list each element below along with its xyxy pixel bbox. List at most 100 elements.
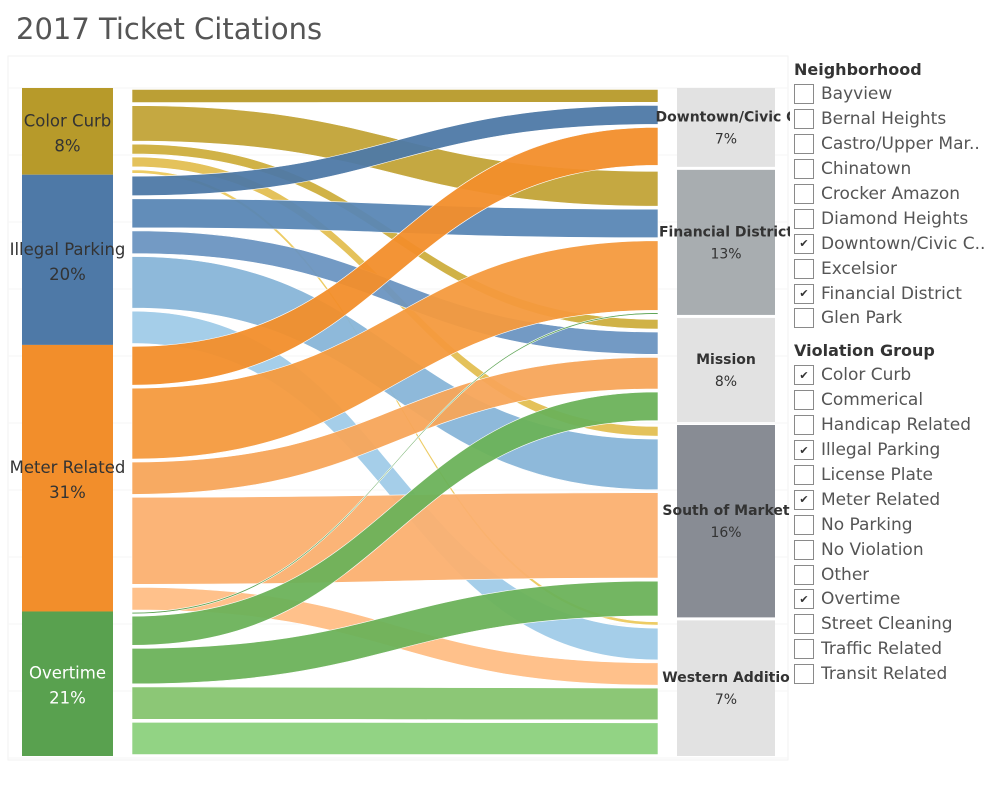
checkbox[interactable]	[794, 258, 814, 279]
source-node-overtime	[22, 611, 113, 756]
filter-item-label: No Parking	[821, 514, 913, 535]
target-node-mission	[677, 317, 775, 422]
checkbox[interactable]	[794, 159, 814, 180]
source-node-percent: 21%	[49, 689, 86, 708]
source-node-color-curb	[22, 88, 113, 175]
source-node-label: Color Curb	[24, 111, 112, 130]
checkbox[interactable]	[794, 514, 814, 535]
filter-item-overtime[interactable]: ✔ Overtime	[794, 587, 994, 612]
flow-illegal-parking-to-financial-district	[131, 198, 659, 239]
checkbox[interactable]	[794, 390, 814, 411]
checkbox[interactable]: ✔	[794, 489, 814, 510]
filter-item-bayview[interactable]: Bayview	[794, 82, 994, 107]
filter-item-label: Street Cleaning	[821, 614, 953, 635]
filter-item-castro-upper-mar[interactable]: Castro/Upper Mar..	[794, 132, 994, 157]
filter-item-bernal-heights[interactable]: Bernal Heights	[794, 107, 994, 132]
filter-item-label: Commerical	[821, 390, 924, 411]
filter-item-label: Diamond Heights	[821, 208, 969, 229]
filter-item-label: Transit Related	[821, 664, 948, 685]
violation-group-filter-list: ✔ Color Curb Commerical Handicap Related ✔ Il…	[794, 363, 994, 687]
checkbox[interactable]	[794, 184, 814, 204]
checkbox[interactable]	[794, 208, 814, 229]
target-node-percent: 16%	[710, 525, 741, 541]
filter-item-color-curb[interactable]: ✔ Color Curb	[794, 363, 994, 388]
flow-color-curb-to-downtown-civic-center	[131, 89, 659, 103]
checkbox[interactable]	[794, 308, 814, 329]
filter-item-street-cleaning[interactable]: Street Cleaning	[794, 612, 994, 637]
filter-item-traffic-related[interactable]: Traffic Related	[794, 637, 994, 662]
checkbox[interactable]: ✔	[794, 589, 814, 610]
flow-overtime-to-financial-district	[131, 312, 659, 615]
target-node-percent: 7%	[715, 131, 737, 147]
target-node-western-addition	[677, 620, 775, 756]
filter-item-label: Crocker Amazon	[821, 184, 961, 204]
chart-title: 2017 Ticket Citations	[16, 12, 323, 46]
filter-item-license-plate[interactable]: License Plate	[794, 463, 994, 488]
filter-item-label: Castro/Upper Mar..	[821, 134, 980, 155]
flow-meter-related-to-financial-district	[131, 240, 659, 460]
target-node-downtown-civic-center	[677, 88, 775, 167]
checkbox[interactable]	[794, 465, 814, 485]
source-node-percent: 20%	[49, 265, 86, 284]
filter-item-diamond-heights[interactable]: Diamond Heights	[794, 206, 994, 231]
violation-group-filter: Violation Group ✔ Color Curb Commerical Han…	[794, 339, 994, 687]
flow-overtime-to-south-of-market	[131, 580, 659, 685]
checkbox[interactable]	[794, 564, 814, 585]
flow-illegal-parking-to-downtown-civic-center	[131, 104, 659, 196]
filter-item-handicap-related[interactable]: Handicap Related	[794, 413, 994, 438]
filter-item-label: Chinatown	[821, 159, 912, 180]
filter-item-no-violation[interactable]: No Violation	[794, 537, 994, 562]
checkbox[interactable]	[794, 639, 814, 660]
flow-links	[131, 89, 659, 755]
source-node-label: Meter Related	[10, 458, 126, 477]
target-node-south-of-market	[677, 425, 775, 618]
target-node-label: Downtown/Civic C	[656, 109, 790, 125]
filter-item-label: Other	[821, 564, 870, 585]
target-node-label: Financial District	[659, 224, 790, 240]
neighborhood-filter: Neighborhood Bayview Bernal Heights Castro…	[794, 58, 994, 331]
checkmark-icon: ✔	[799, 237, 809, 251]
filter-item-excelsior[interactable]: Excelsior	[794, 256, 994, 281]
checkbox[interactable]	[794, 134, 814, 155]
source-node-percent: 31%	[49, 483, 86, 502]
checkbox[interactable]	[794, 84, 814, 105]
filter-item-downtown-civic-c[interactable]: ✔ Downtown/Civic C..	[794, 231, 994, 256]
target-node-percent: 13%	[710, 246, 741, 262]
filter-item-glen-park[interactable]: Glen Park	[794, 306, 994, 331]
filter-item-financial-district[interactable]: ✔ Financial District	[794, 281, 994, 306]
target-node-percent: 7%	[715, 692, 737, 708]
checkmark-icon: ✔	[799, 443, 809, 457]
checkbox[interactable]	[794, 415, 814, 436]
filter-item-label: Bayview	[821, 84, 893, 105]
filter-item-label: Meter Related	[821, 489, 941, 510]
checkbox[interactable]	[794, 614, 814, 635]
filter-item-label: Illegal Parking	[821, 440, 941, 461]
filter-item-commerical[interactable]: Commerical	[794, 388, 994, 413]
checkbox[interactable]	[794, 664, 814, 685]
filter-item-label: Traffic Related	[821, 639, 943, 660]
checkbox[interactable]: ✔	[794, 365, 814, 386]
violation-group-filter-title: Violation Group	[794, 341, 935, 360]
checkbox[interactable]	[794, 109, 814, 130]
flow-overtime-to-mission	[131, 391, 659, 646]
filter-item-meter-related[interactable]: ✔ Meter Related	[794, 487, 994, 512]
target-node-label: Western Additio	[662, 670, 790, 686]
target-node-label: Mission	[696, 352, 756, 368]
filter-item-crocker-amazon[interactable]: Crocker Amazon	[794, 182, 994, 207]
checkbox[interactable]	[794, 539, 814, 560]
checkbox[interactable]: ✔	[794, 440, 814, 461]
filter-item-transit-related[interactable]: Transit Related	[794, 662, 994, 687]
source-node-illegal-parking	[22, 174, 113, 345]
source-node-meter-related	[22, 344, 113, 612]
filter-item-no-parking[interactable]: No Parking	[794, 512, 994, 537]
filter-item-illegal-parking[interactable]: ✔ Illegal Parking	[794, 438, 994, 463]
checkmark-icon: ✔	[799, 287, 809, 301]
filter-item-chinatown[interactable]: Chinatown	[794, 157, 994, 182]
checkbox[interactable]: ✔	[794, 233, 814, 254]
target-node-financial-district	[677, 169, 775, 315]
filter-item-label: Glen Park	[821, 308, 903, 329]
filter-item-other[interactable]: Other	[794, 562, 994, 587]
checkbox[interactable]: ✔	[794, 283, 814, 304]
filter-item-label: Bernal Heights	[821, 109, 947, 130]
checkmark-icon: ✔	[799, 493, 809, 507]
